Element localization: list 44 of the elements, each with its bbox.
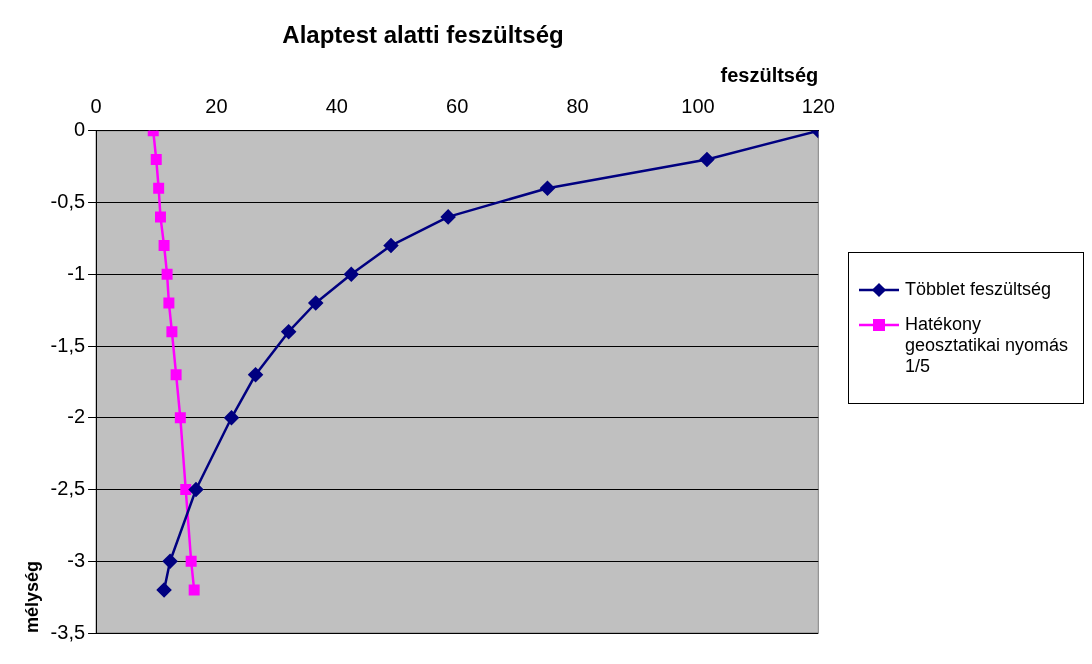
x-tick-label: 40 (325, 95, 348, 118)
point (699, 152, 715, 167)
point (224, 410, 239, 426)
point (188, 584, 200, 596)
point (185, 555, 197, 567)
point (158, 240, 170, 252)
x-axis-title: feszültség (720, 64, 819, 87)
y-tick-label: 0 (73, 118, 86, 141)
x-tick-label: 60 (446, 95, 469, 118)
point (163, 297, 175, 309)
point (161, 268, 173, 280)
point (180, 484, 192, 496)
y-tick-label: -3,5 (50, 620, 86, 643)
point (440, 209, 456, 225)
point (248, 367, 263, 382)
point (344, 267, 359, 282)
x-tick-label: 20 (205, 95, 228, 118)
y-axis-title: mélység (21, 560, 42, 633)
y-tick-label: -1,5 (50, 333, 86, 356)
point (383, 238, 399, 253)
point (174, 412, 186, 424)
point (156, 582, 172, 598)
chart-title: Alaptest alatti feszültség (282, 21, 564, 49)
x-tick-label: 100 (681, 95, 715, 118)
point (166, 326, 178, 338)
point (281, 324, 296, 339)
point (170, 369, 182, 381)
y-tick-label: -2,5 (50, 477, 86, 500)
point (308, 295, 323, 311)
y-tick-label: -1 (67, 261, 86, 284)
point (162, 554, 178, 569)
point (153, 182, 165, 194)
y-tick-label: -2 (67, 405, 86, 428)
legend-label: Hatékony geosztatikai nyomás 1/5 (905, 314, 1070, 377)
x-tick-label: 120 (801, 95, 835, 118)
x-tick-label: 0 (90, 95, 102, 118)
legend-label: Többlet feszültség (905, 279, 1052, 300)
point (540, 180, 555, 196)
x-tick-label: 80 (566, 95, 589, 118)
point (188, 482, 204, 497)
point (154, 211, 166, 223)
point (150, 154, 162, 165)
y-tick-label: -3 (67, 548, 86, 571)
y-tick-label: -0,5 (50, 190, 86, 213)
